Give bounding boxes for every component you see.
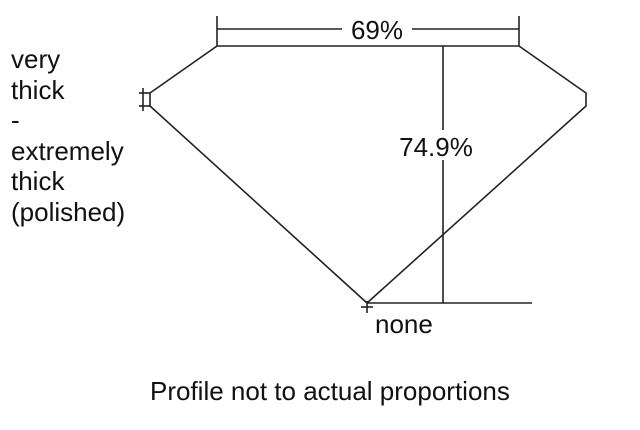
gem-outline — [149, 45, 587, 305]
culet-label: none — [375, 309, 433, 339]
girdle-label-line: extremely — [11, 135, 124, 166]
girdle-label-line: thick — [11, 74, 65, 105]
total-depth-label: 74.9% — [399, 132, 473, 162]
table-percentage-label: 69% — [351, 15, 403, 45]
girdle-label-line: - — [11, 105, 20, 135]
girdle-label-line: (polished) — [11, 196, 126, 227]
girdle-label-line: thick — [11, 166, 65, 196]
girdle-thickness-label: very thick - extremely thick (polished) — [11, 44, 125, 227]
girdle-label-line: very — [11, 44, 61, 74]
proportion-caption: Profile not to actual proportions — [150, 376, 510, 406]
